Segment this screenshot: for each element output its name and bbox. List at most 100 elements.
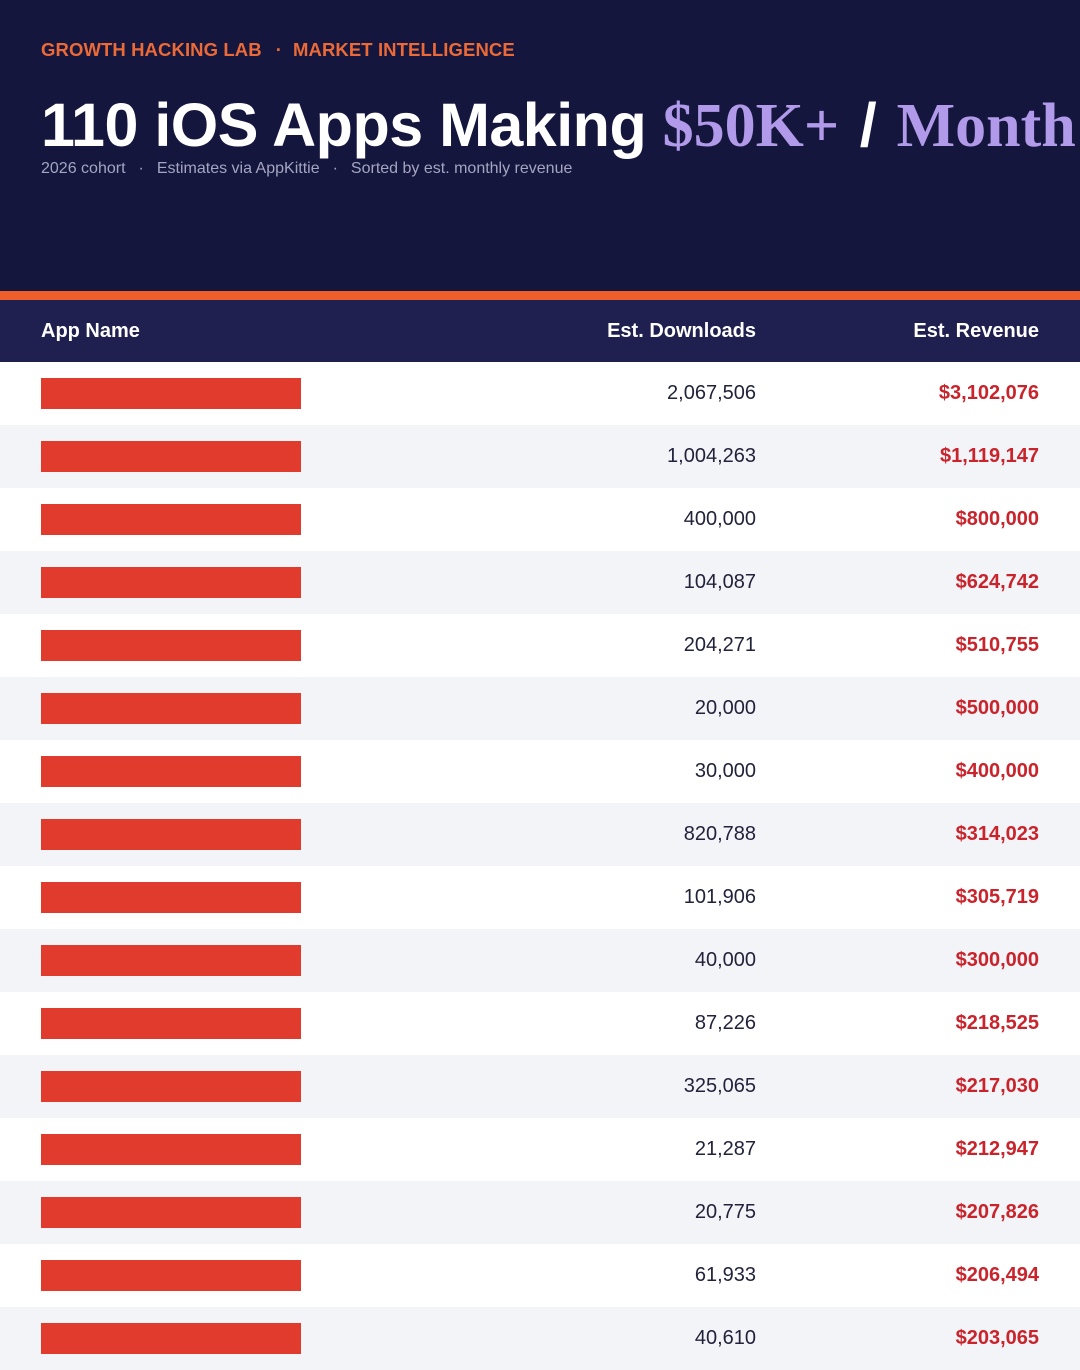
revenue-cell: $207,826 <box>955 1201 1039 1223</box>
redacted-app-name <box>41 882 301 913</box>
revenue-cell: $300,000 <box>955 949 1039 971</box>
redacted-app-name <box>41 1323 301 1354</box>
revenue-cell: $400,000 <box>955 760 1039 782</box>
column-header-app-name: App Name <box>41 319 140 342</box>
table-row: 204,271 $510,755 <box>0 614 1080 677</box>
revenue-cell: $212,947 <box>955 1138 1039 1160</box>
section-label: MARKET INTELLIGENCE <box>292 39 515 60</box>
table-row: 30,000 $400,000 <box>0 740 1080 803</box>
redacted-app-name <box>41 441 301 472</box>
table-row: 400,000 $800,000 <box>0 488 1080 551</box>
table-header: App Name Est. Downloads Est. Revenue <box>0 300 1080 362</box>
downloads-cell: 21,287 <box>694 1138 756 1160</box>
downloads-cell: 20,000 <box>694 697 756 719</box>
downloads-cell: 61,933 <box>694 1264 756 1286</box>
app-name-cell <box>0 630 541 661</box>
redacted-app-name <box>41 693 301 724</box>
revenue-cell: $624,742 <box>955 571 1039 593</box>
revenue-cell: $218,525 <box>955 1012 1039 1034</box>
redacted-app-name <box>41 504 301 535</box>
redacted-app-name <box>41 1071 301 1102</box>
redacted-app-name <box>41 630 301 661</box>
table-row: 20,000 $500,000 <box>0 677 1080 740</box>
revenue-cell: $3,102,076 <box>938 382 1039 404</box>
subtitle-separator: · <box>332 160 338 177</box>
redacted-app-name <box>41 1134 301 1165</box>
app-name-cell <box>0 1260 541 1291</box>
table-row: 101,906 $305,719 <box>0 866 1080 929</box>
redacted-app-name <box>41 1197 301 1228</box>
redacted-app-name <box>41 1260 301 1291</box>
table-row: 40,000 $300,000 <box>0 929 1080 992</box>
kicker: GROWTH HACKING LAB · MARKET INTELLIGENCE <box>41 40 1039 60</box>
app-name-cell <box>0 1197 541 1228</box>
redacted-app-name <box>41 945 301 976</box>
title-period: Month <box>896 92 1076 160</box>
hero-header: GROWTH HACKING LAB · MARKET INTELLIGENCE 1… <box>0 0 1080 291</box>
redacted-app-name <box>41 756 301 787</box>
table-row: 325,065 $217,030 <box>0 1055 1080 1118</box>
downloads-cell: 204,271 <box>683 634 756 656</box>
subtitle: 2026 cohort · Estimates via AppKittie · Sort… <box>41 159 1039 179</box>
column-header-revenue: Est. Revenue <box>913 319 1039 342</box>
downloads-cell: 325,065 <box>683 1075 756 1097</box>
downloads-cell: 101,906 <box>683 886 756 908</box>
table-row: 61,933 $206,494 <box>0 1244 1080 1307</box>
table-row: 1,004,263 $1,119,147 <box>0 425 1080 488</box>
app-name-cell <box>0 756 541 787</box>
downloads-cell: 40,000 <box>694 949 756 971</box>
downloads-cell: 87,226 <box>694 1012 756 1034</box>
table-row: 104,087 $624,742 <box>0 551 1080 614</box>
redacted-app-name <box>41 567 301 598</box>
downloads-cell: 20,775 <box>694 1201 756 1223</box>
downloads-cell: 30,000 <box>694 760 756 782</box>
table-row: 2,067,506 $3,102,076 <box>0 362 1080 425</box>
revenue-cell: $510,755 <box>955 634 1039 656</box>
revenue-cell: $1,119,147 <box>940 445 1039 467</box>
column-header-downloads: Est. Downloads <box>607 319 756 342</box>
downloads-cell: 2,067,506 <box>667 382 756 404</box>
app-name-cell <box>0 378 541 409</box>
app-name-cell <box>0 945 541 976</box>
app-name-cell <box>0 567 541 598</box>
downloads-cell: 1,004,263 <box>667 445 756 467</box>
brand-label: GROWTH HACKING LAB <box>41 39 262 60</box>
table-row: 40,610 $203,065 <box>0 1307 1080 1370</box>
page-title: 110 iOS Apps Making $50K+ / Month <box>41 91 1076 160</box>
subtitle-separator: · <box>138 160 144 177</box>
table-row: 21,287 $212,947 <box>0 1118 1080 1181</box>
subtitle-cohort: 2026 cohort <box>41 160 126 177</box>
revenue-cell: $500,000 <box>955 697 1039 719</box>
subtitle-source: Estimates via AppKittie <box>156 160 320 177</box>
redacted-app-name <box>41 1008 301 1039</box>
revenue-cell: $206,494 <box>955 1264 1039 1286</box>
app-name-cell <box>0 819 541 850</box>
table-row: 820,788 $314,023 <box>0 803 1080 866</box>
downloads-cell: 820,788 <box>683 823 756 845</box>
app-name-cell <box>0 504 541 535</box>
downloads-cell: 40,610 <box>694 1327 756 1349</box>
revenue-cell: $314,023 <box>955 823 1039 845</box>
redacted-app-name <box>41 819 301 850</box>
app-name-cell <box>0 1134 541 1165</box>
table-body: 2,067,506 $3,102,076 1,004,263 $1,119,147 40… <box>0 362 1080 1370</box>
app-name-cell <box>0 1323 541 1354</box>
title-slash: / <box>859 91 877 159</box>
app-name-cell <box>0 1071 541 1102</box>
app-name-cell <box>0 1008 541 1039</box>
kicker-separator: · <box>275 39 282 60</box>
accent-divider <box>0 291 1080 300</box>
app-name-cell <box>0 882 541 913</box>
revenue-cell: $217,030 <box>955 1075 1039 1097</box>
app-name-cell <box>0 441 541 472</box>
revenue-cell: $305,719 <box>955 886 1039 908</box>
table-row: 87,226 $218,525 <box>0 992 1080 1055</box>
app-name-cell <box>0 693 541 724</box>
title-amount: $50K+ <box>662 92 840 160</box>
table-row: 20,775 $207,826 <box>0 1181 1080 1244</box>
downloads-cell: 104,087 <box>683 571 756 593</box>
redacted-app-name <box>41 378 301 409</box>
subtitle-sort: Sorted by est. monthly revenue <box>350 160 573 177</box>
title-main: 110 iOS Apps Making <box>41 91 647 159</box>
downloads-cell: 400,000 <box>683 508 756 530</box>
